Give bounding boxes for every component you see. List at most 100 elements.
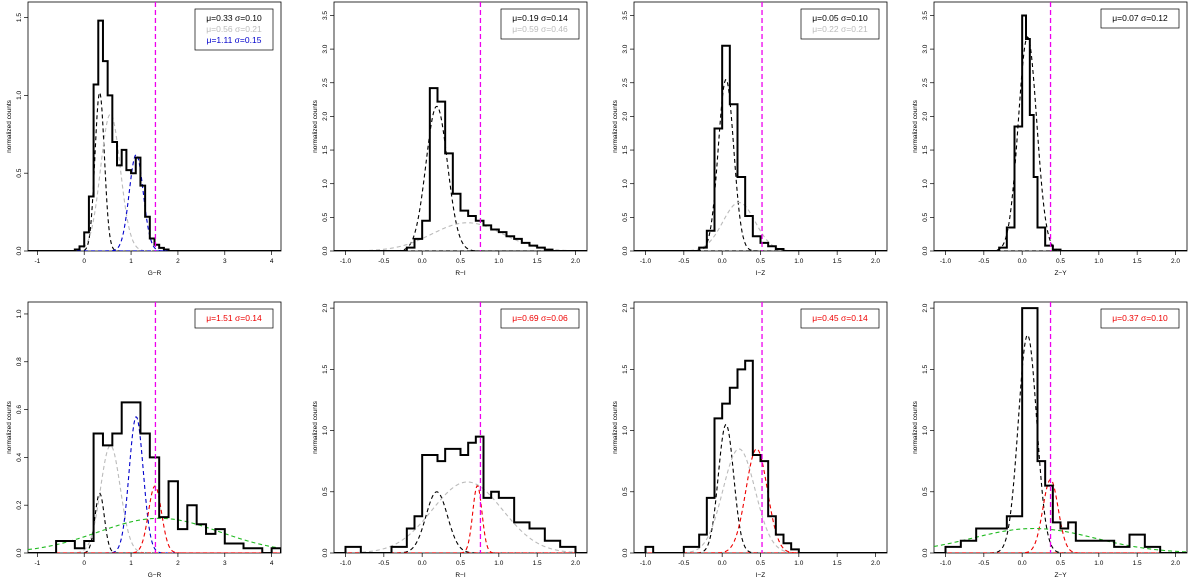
- y-tick-label: 2.0: [622, 303, 629, 312]
- y-tick-label: 0.2: [16, 500, 23, 509]
- plot-frame: [27, 301, 282, 554]
- y-tick-label: 1.5: [622, 364, 629, 373]
- panel-8: 0.0 0.5 1.0 1.5 2.0 -1.0 -0.5 0.0 0.5 1.0 1.5 2.0 Z−…: [912, 301, 1188, 579]
- component-curve-1: [334, 105, 587, 251]
- x-tick-label: 2: [176, 258, 180, 265]
- y-axis-label: normalized counts: [612, 400, 619, 453]
- panel-5: 0.0 0.2 0.4 0.6 0.8 1.0 -1 0 1 2 3 4 G−R normalized c…: [6, 301, 282, 579]
- y-tick-label: 0.0: [622, 548, 629, 557]
- y-tick-label: 2.5: [922, 78, 929, 87]
- y-tick-label: 0.0: [322, 246, 329, 255]
- x-axis-label: G−R: [148, 270, 162, 277]
- x-tick-label: 0.0: [1018, 258, 1027, 265]
- legend-box: [800, 8, 880, 40]
- plot-area: [634, 302, 887, 553]
- x-tick-label: 1.0: [1094, 258, 1103, 265]
- y-tick-label: 0.0: [16, 548, 23, 557]
- y-tick-label: 3.0: [922, 44, 929, 53]
- x-tick-label: 0.5: [756, 258, 765, 265]
- y-tick-label: 3.5: [622, 11, 629, 20]
- y-tick-label: 1.0: [622, 179, 629, 188]
- plot-frame: [933, 1, 1188, 252]
- y-tick-label: 0.5: [922, 212, 929, 221]
- component-curve-2: [634, 448, 887, 553]
- x-tick-label: 1: [129, 560, 133, 567]
- x-tick-label: -1.0: [340, 560, 352, 567]
- x-axis-label: Z−Y: [1054, 572, 1067, 579]
- y-tick-label: 1.5: [922, 364, 929, 373]
- y-tick-label: 1.0: [322, 426, 329, 435]
- x-tick-label: 1.0: [494, 258, 503, 265]
- plot-frame: [633, 301, 888, 554]
- legend-box: [800, 308, 880, 329]
- component-curve-1: [28, 91, 281, 251]
- histogram-outline: [334, 435, 587, 553]
- x-tick-label: -1.0: [640, 258, 652, 265]
- x-tick-label: 2.0: [871, 560, 880, 567]
- component-curve-3: [334, 485, 587, 553]
- legend-box: [194, 308, 274, 329]
- y-tick-label: 1.0: [922, 179, 929, 188]
- x-axis-label: I−Z: [756, 572, 766, 579]
- y-axis-label: normalized counts: [612, 99, 619, 152]
- x-tick-label: 1.5: [833, 560, 842, 567]
- y-tick-label: 2.5: [622, 78, 629, 87]
- y-tick-label: 1.5: [622, 145, 629, 154]
- legend-box: [1100, 8, 1180, 29]
- y-tick-label: 1.5: [922, 145, 929, 154]
- x-tick-label: 2: [176, 560, 180, 567]
- component-curve-1: [934, 334, 1187, 553]
- x-tick-label: -0.5: [378, 560, 390, 567]
- x-tick-label: 4: [270, 560, 274, 567]
- component-curve-1: [334, 491, 587, 553]
- plot-area: [634, 2, 887, 251]
- x-tick-label: 0.0: [718, 258, 727, 265]
- x-tick-label: 1.5: [533, 258, 542, 265]
- plot-area: [28, 302, 281, 553]
- x-tick-label: -1.0: [340, 258, 352, 265]
- x-tick-label: 0.0: [418, 258, 427, 265]
- component-curve-2: [334, 222, 587, 251]
- x-tick-label: 0: [82, 560, 86, 567]
- y-tick-label: 1.0: [922, 426, 929, 435]
- x-tick-label: 1.0: [1094, 560, 1103, 567]
- component-curve-1: [634, 424, 887, 553]
- legend-entry: μ=1.51 σ=0.14: [206, 313, 262, 323]
- legend-entry: μ=1.11 σ=0.15: [207, 35, 262, 45]
- y-axis-label: normalized counts: [6, 99, 13, 152]
- legend-box: [500, 308, 580, 329]
- plot-frame: [933, 301, 1188, 554]
- y-tick-label: 1.0: [322, 179, 329, 188]
- legend-entry: μ=0.07 σ=0.12: [1112, 13, 1168, 23]
- y-tick-label: 0.5: [16, 168, 23, 177]
- plot-area: [934, 2, 1187, 251]
- y-tick-label: 2.0: [622, 112, 629, 121]
- component-curve-3: [28, 415, 281, 553]
- legend-entry: μ=0.59 σ=0.46: [512, 24, 568, 34]
- y-axis-label: normalized counts: [912, 400, 919, 453]
- y-tick-label: 3.0: [322, 44, 329, 53]
- y-tick-label: 0.4: [16, 452, 23, 461]
- x-tick-label: 0.0: [418, 560, 427, 567]
- x-tick-label: -1: [34, 258, 40, 265]
- legend-entry: μ=0.69 σ=0.06: [512, 313, 568, 323]
- x-tick-label: 1.0: [494, 560, 503, 567]
- legend-entry: μ=0.22 σ=0.21: [812, 24, 868, 34]
- y-tick-label: 0.6: [16, 405, 23, 414]
- plot-area: [334, 302, 587, 553]
- x-tick-label: 0.0: [1018, 560, 1027, 567]
- panel-7: 0.0 0.5 1.0 1.5 2.0 -1.0 -0.5 0.0 0.5 1.0 1.5 2.0 I−…: [612, 301, 888, 579]
- x-tick-label: -0.5: [978, 560, 990, 567]
- y-tick-label: 2.5: [322, 78, 329, 87]
- x-tick-label: 2.0: [571, 560, 580, 567]
- x-tick-label: -0.5: [678, 560, 690, 567]
- legend-entry: μ=0.37 σ=0.10: [1112, 313, 1168, 323]
- y-tick-label: 1.0: [16, 309, 23, 318]
- x-tick-label: 1.0: [794, 560, 803, 567]
- x-tick-label: 1.5: [1133, 258, 1142, 265]
- y-tick-label: 1.5: [322, 145, 329, 154]
- y-tick-label: 1.0: [16, 90, 23, 99]
- x-axis-label: R−I: [455, 572, 465, 579]
- panel-6: 0.0 0.5 1.0 1.5 2.0 -1.0 -0.5 0.0 0.5 1.0 1.5 2.0 R−…: [312, 301, 588, 579]
